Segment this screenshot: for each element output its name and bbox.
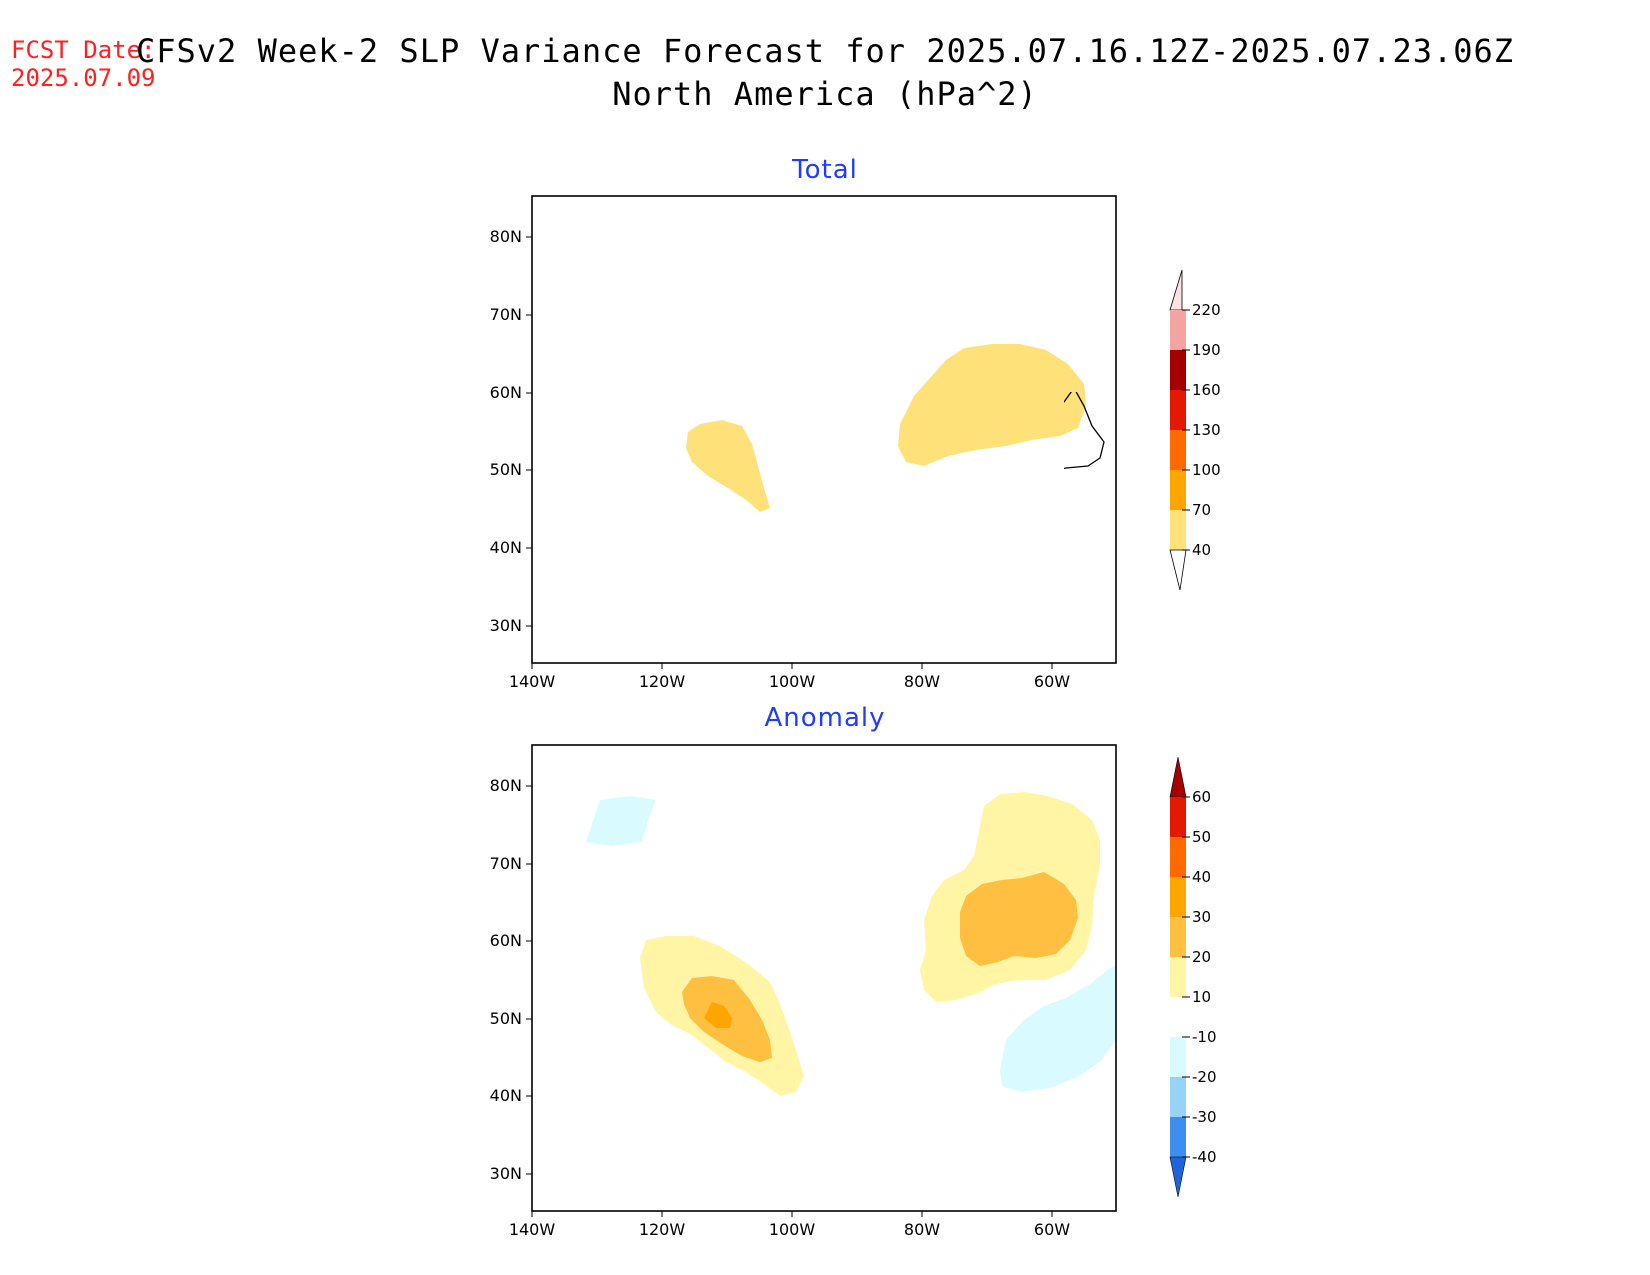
chart-title-line2: North America (hPa^2) [612, 75, 1038, 113]
anomaly-lon-ticks: 140W 120W 100W 80W 60W [509, 1211, 1070, 1239]
lat-label: 60N [490, 383, 522, 402]
anomaly-contour-20-east [960, 872, 1078, 966]
lat-label: 50N [490, 460, 522, 479]
colorbar-label: 190 [1192, 341, 1221, 359]
colorbar-swatch [1170, 510, 1186, 550]
colorbar-label: 70 [1192, 501, 1211, 519]
colorbar-swatch [1170, 1037, 1186, 1077]
lon-label: 80W [904, 672, 940, 691]
lat-label: 60N [490, 931, 522, 950]
colorbar-swatch [1170, 997, 1186, 1037]
lon-label: 80W [904, 1220, 940, 1239]
lat-label: 50N [490, 1009, 522, 1028]
lon-label: 140W [509, 672, 556, 691]
colorbar-swatch [1170, 430, 1186, 470]
total-contour-east [898, 344, 1086, 466]
colorbar-label: 220 [1192, 301, 1221, 319]
colorbar-label: -10 [1192, 1028, 1217, 1046]
colorbar-swatch [1170, 390, 1186, 430]
colorbar-label: 30 [1192, 908, 1211, 926]
anomaly-shading [586, 792, 1116, 1096]
total-frame [531, 195, 1117, 664]
colorbar-swatch [1170, 310, 1186, 350]
colorbar-label: -20 [1192, 1068, 1217, 1086]
forecast-date-label: FCST Date: [11, 36, 156, 64]
lat-label: 30N [490, 616, 522, 635]
lat-label: 30N [490, 1164, 522, 1183]
chart-title-line1: CFSv2 Week-2 SLP Variance Forecast for 2… [135, 32, 1515, 70]
colorbar-swatch [1170, 1117, 1186, 1157]
chart-title: CFSv2 Week-2 SLP Variance Forecast for 2… [0, 30, 1650, 116]
anomaly-lat-ticks: 80N 70N 60N 50N 40N 30N [490, 776, 532, 1183]
lon-label: 100W [769, 1220, 816, 1239]
colorbar-top-arrow [1169, 269, 1183, 311]
colorbar-swatch [1170, 350, 1186, 390]
colorbar-swatch [1170, 837, 1186, 877]
lon-label: 140W [509, 1220, 556, 1239]
lat-label: 70N [490, 854, 522, 873]
total-lon-ticks: 140W 120W 100W 80W 60W [509, 663, 1070, 691]
total-lat-ticks: 80N 70N 60N 50N 40N 30N [490, 227, 532, 635]
forecast-date-value: 2025.07.09 [11, 64, 156, 92]
colorbar-label: -30 [1192, 1108, 1217, 1126]
colorbar-label: 40 [1192, 541, 1211, 559]
colorbar-bottom-arrow [1169, 1156, 1187, 1198]
anomaly-colorbar: 60 50 40 30 20 10 -10 -20 -30 -40 [1169, 756, 1217, 1198]
anomaly-contour-negative-nw [586, 796, 656, 846]
lat-label: 80N [490, 227, 522, 246]
total-shading [686, 344, 1086, 512]
colorbar-label: 20 [1192, 948, 1211, 966]
colorbar-swatch [1170, 877, 1186, 917]
lat-label: 80N [490, 776, 522, 795]
colorbar-swatch [1170, 957, 1186, 997]
colorbar-label: 160 [1192, 381, 1221, 399]
anomaly-contour-negative-east [1000, 966, 1116, 1092]
lon-label: 120W [639, 1220, 686, 1239]
colorbar-label: 50 [1192, 828, 1211, 846]
panel-title-anomaly: Anomaly [764, 703, 885, 733]
lat-label: 40N [490, 1086, 522, 1105]
colorbar-swatch [1170, 797, 1186, 837]
anomaly-frame [531, 744, 1117, 1212]
lon-label: 120W [639, 672, 686, 691]
total-colorbar: 220 190 160 130 100 70 40 [1169, 269, 1221, 591]
colorbar-label: 10 [1192, 988, 1211, 1006]
lon-label: 60W [1034, 1220, 1070, 1239]
colorbar-label: 100 [1192, 461, 1221, 479]
colorbar-swatch [1170, 917, 1186, 957]
colorbar-label: 130 [1192, 421, 1221, 439]
colorbar-label: 40 [1192, 868, 1211, 886]
lat-label: 70N [490, 305, 522, 324]
panel-title-total: Total [791, 155, 858, 185]
colorbar-label: -40 [1192, 1148, 1217, 1166]
colorbar-top-arrow [1169, 756, 1187, 798]
forecast-date-block: FCST Date: 2025.07.09 [11, 36, 156, 92]
lat-label: 40N [490, 538, 522, 557]
colorbar-swatch [1170, 1077, 1186, 1117]
anomaly-contour-30-west [704, 1002, 732, 1028]
lon-label: 60W [1034, 672, 1070, 691]
total-contour-west [686, 420, 770, 512]
colorbar-swatch [1170, 470, 1186, 510]
colorbar-bottom-arrow [1169, 549, 1187, 591]
lon-label: 100W [769, 672, 816, 691]
colorbar-label: 60 [1192, 788, 1211, 806]
